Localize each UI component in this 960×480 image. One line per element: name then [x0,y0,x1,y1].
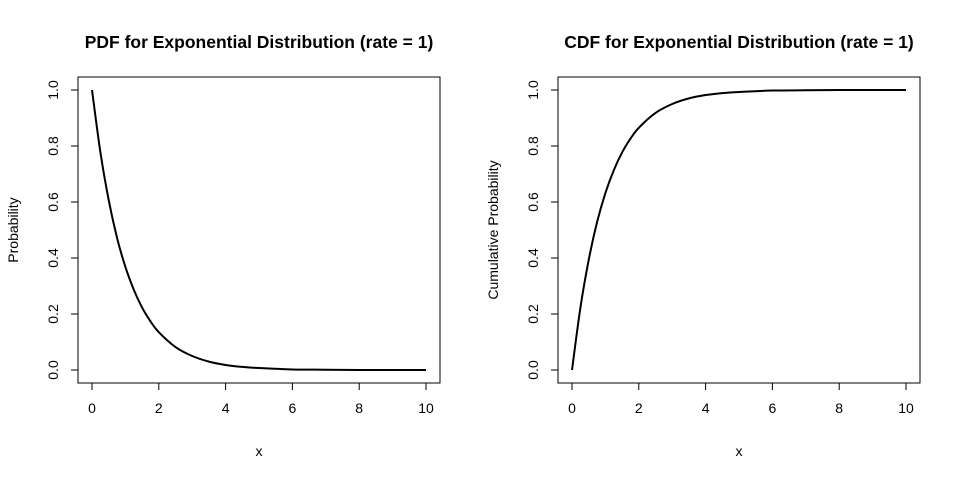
pdf-x-tick-label: 4 [222,400,230,416]
cdf-y-axis-label: Cumulative Probability [485,160,501,299]
cdf-x-tick-label: 0 [568,400,576,416]
cdf-x-tick-label: 10 [898,400,914,416]
pdf-y-axis-label: Probability [5,197,21,262]
pdf-y-tick-label: 0.8 [45,136,61,156]
cdf-series-line [571,88,906,371]
cdf-y-tick-label: 0.4 [525,248,541,268]
cdf-x-tick-label: 8 [835,400,843,416]
pdf-x-tick-label: 8 [355,400,363,416]
cdf-y-tick-label: 0.2 [525,304,541,324]
pdf-x-axis-label: x [256,443,263,459]
cdf-x-tick-label: 2 [635,400,643,416]
pdf-y-tick-label: 0.4 [45,248,61,268]
cdf-y-tick-label: 1.0 [525,80,541,100]
pdf-plot-frame [77,76,441,384]
cdf-y-tick-label: 0.6 [525,192,541,212]
pdf-y-tick-label: 0.2 [45,304,61,324]
pdf-x-tick-label: 10 [418,400,434,416]
cdf-plot-frame [557,76,921,384]
pdf-x-tick-label: 0 [88,400,96,416]
pdf-series-line [91,89,426,372]
cdf-x-tick-label: 4 [702,400,710,416]
pdf-x-tick-label: 2 [155,400,163,416]
pdf-chart-title: PDF for Exponential Distribution (rate =… [85,32,434,52]
pdf-y-tick-label: 0.0 [45,360,61,380]
cdf-x-axis-label: x [736,443,743,459]
cdf-panel: CDF for Exponential Distribution (rate =… [485,32,921,459]
pdf-panel: PDF for Exponential Distribution (rate =… [5,32,441,459]
cdf-x-tick-label: 6 [769,400,777,416]
pdf-x-tick-label: 6 [289,400,297,416]
cdf-y-tick-label: 0.8 [525,136,541,156]
pdf-y-tick-label: 1.0 [45,80,61,100]
pdf-y-tick-label: 0.6 [45,192,61,212]
cdf-y-tick-label: 0.0 [525,360,541,380]
cdf-chart-title: CDF for Exponential Distribution (rate =… [564,32,914,52]
